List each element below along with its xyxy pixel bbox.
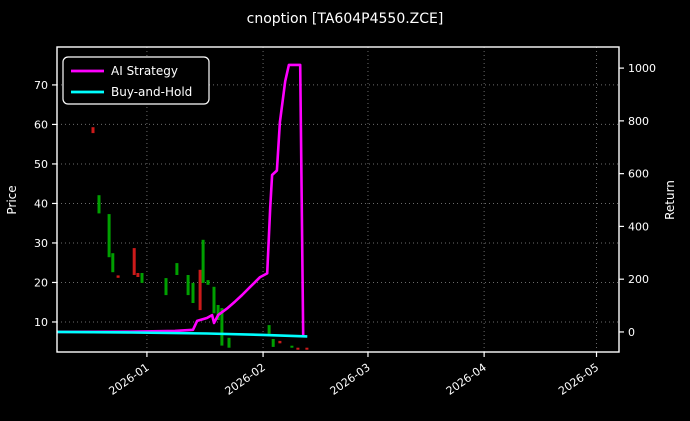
candlestick-layer [91,127,309,350]
candlestick [296,347,300,350]
candlestick [116,275,120,278]
date-tick-label: 2026-02 [223,361,268,398]
candlestick [201,239,205,283]
candlestick [175,263,179,275]
return-tick-label: 1000 [628,62,656,75]
candlestick [186,275,190,296]
series-line-buy-and-hold [56,330,308,338]
candlestick [227,337,231,348]
candlestick [107,214,111,258]
candlestick [267,325,271,334]
price-tick-label: 10 [34,316,48,329]
return-axis-label: Return [663,180,677,220]
candlestick [136,273,140,277]
candlestick [91,127,95,134]
candlestick [220,308,224,346]
series-line-layer [56,63,308,338]
candlestick [216,305,220,320]
candlestick [278,340,282,344]
candlestick [290,345,294,348]
legend-item-buy-and-hold: Buy-and-Hold [71,85,192,99]
price-tick-label: 50 [34,158,48,171]
plot-border [56,46,620,353]
candlestick [140,273,144,283]
candlestick [206,280,210,285]
price-tick-label: 40 [34,197,48,210]
ai-strategy-label: AI Strategy [111,64,178,78]
price-axis-label: Price [5,185,19,214]
buy-and-hold-label: Buy-and-Hold [111,85,192,99]
candlestick [271,339,275,347]
candlestick [164,278,168,296]
gridlines [57,47,619,352]
candlestick [97,195,101,214]
candlestick [305,347,309,350]
return-tick-label: 800 [628,115,649,128]
series-line-ai-strategy [56,63,305,337]
return-tick-label: 0 [628,326,635,339]
return-tick-label: 400 [628,220,649,233]
price-tick-label: 60 [34,118,48,131]
legend-item-ai-strategy: AI Strategy [71,64,178,78]
date-tick-label: 2026-05 [556,361,601,398]
candlestick [111,253,115,273]
return-tick-label: 600 [628,168,649,181]
price-tick-label: 70 [34,79,48,92]
date-tick-label: 2026-03 [328,361,373,398]
chart-title: cnoption [TA604P4550.ZCE] [247,11,444,27]
legend: AI Strategy Buy-and-Hold [62,56,210,105]
date-tick-label: 2026-01 [107,361,152,398]
candlestick [212,286,216,314]
date-tick-label: 2026-04 [444,361,489,398]
price-tick-label: 20 [34,276,48,289]
return-tick-label: 200 [628,273,649,286]
candlestick [132,248,136,275]
candlestick [191,282,195,303]
price-tick-label: 30 [34,237,48,250]
candlestick [198,269,202,311]
axis-ticks-and-labels: 10 20 30 40 50 60 70 0 200 400 600 800 1000 2026-01 20… [34,62,656,398]
